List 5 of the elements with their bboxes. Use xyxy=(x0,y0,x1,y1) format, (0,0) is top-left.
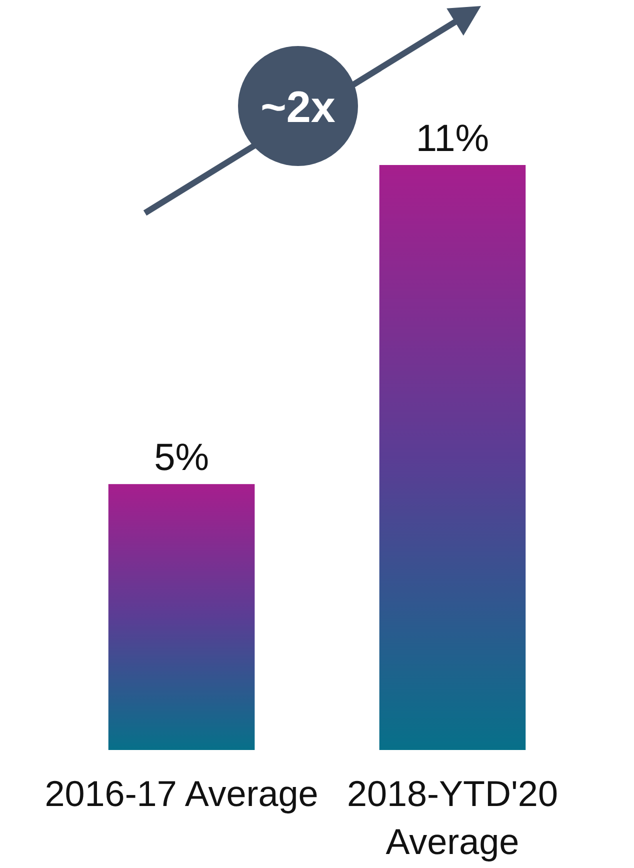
x-tick-label: 2016-17 Average xyxy=(44,773,318,814)
data-label: 11% xyxy=(416,118,490,160)
text: ~2x xyxy=(260,83,336,132)
data-label: 5% xyxy=(154,437,209,480)
x-tick-label: 2018-YTD'20 Average xyxy=(346,773,558,862)
